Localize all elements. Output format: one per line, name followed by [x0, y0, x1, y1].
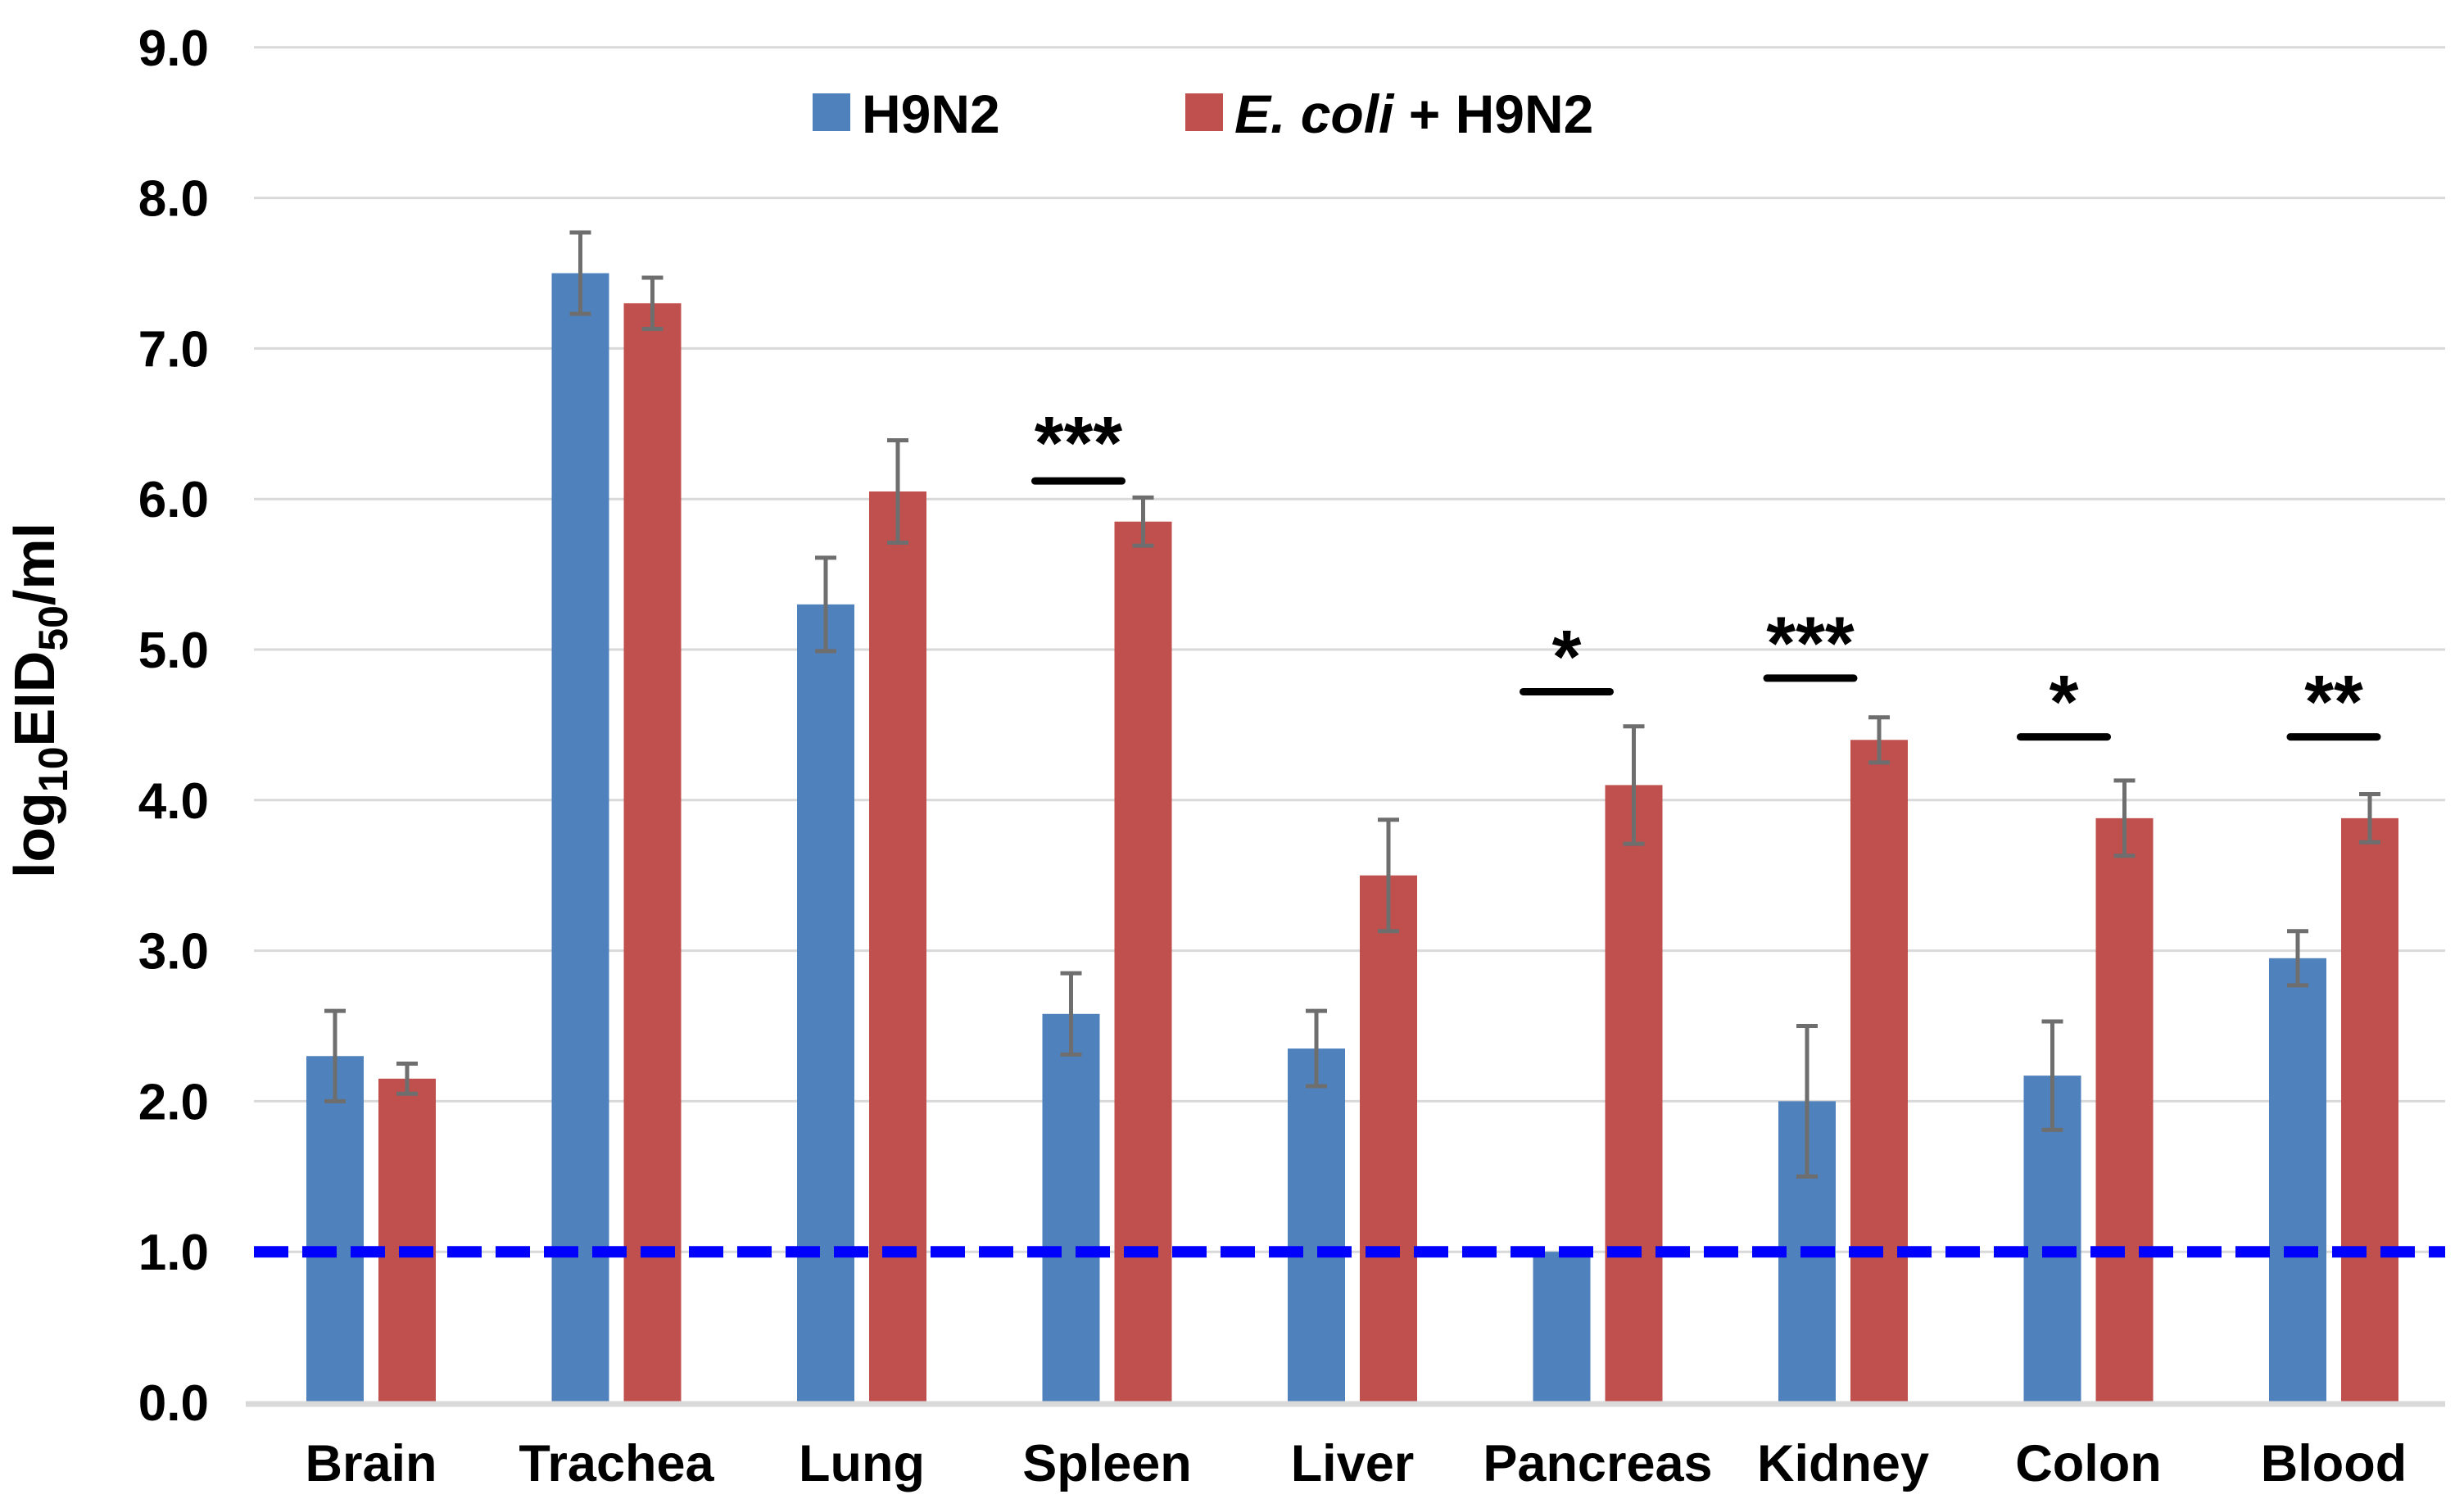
legend: H9N2 E. coli + H9N2	[813, 84, 1593, 144]
error-bar-h9n2-blood	[2287, 929, 2308, 988]
significance-stars: *	[1552, 615, 1582, 699]
bar-h9n2-spleen	[1042, 1013, 1100, 1402]
legend-swatch-ecoli-h9n2	[1185, 93, 1223, 131]
legend-label-h9n2: H9N2	[862, 84, 1000, 144]
y-axis-title-subscript: 50	[30, 605, 76, 651]
bar-ecoli-h9n2-trachea	[623, 303, 682, 1402]
y-tick-7.0: 7.0	[138, 321, 209, 378]
significance-blood: **	[2286, 661, 2381, 745]
y-tick-1.0: 1.0	[138, 1225, 209, 1281]
significance-colon: *	[2017, 661, 2111, 745]
y-tick-5.0: 5.0	[138, 623, 209, 679]
significance-stars: ***	[1035, 401, 1123, 485]
legend-label-part: H9N2	[862, 84, 1000, 144]
y-tick-0.0: 0.0	[138, 1375, 209, 1432]
y-axis-title-subscript: 10	[30, 746, 76, 792]
x-label-brain: Brain	[305, 1435, 437, 1492]
error-bar-ecoli-h9n2-kidney	[1868, 715, 1890, 765]
error-bar-ecoli-h9n2-liver	[1378, 817, 1399, 934]
y-tick-3.0: 3.0	[138, 924, 209, 980]
x-label-pancreas: Pancreas	[1483, 1435, 1712, 1492]
legend-label-ecoli-h9n2: E. coli + H9N2	[1234, 84, 1593, 144]
bar-ecoli-h9n2-pancreas	[1605, 785, 1663, 1402]
x-label-spleen: Spleen	[1022, 1435, 1192, 1492]
bar-h9n2-blood	[2269, 958, 2326, 1402]
error-bar-h9n2-colon	[2041, 1019, 2063, 1132]
legend-swatch-h9n2	[813, 93, 850, 131]
error-bar-ecoli-h9n2-blood	[2359, 791, 2380, 845]
bar-ecoli-h9n2-brain	[378, 1078, 436, 1402]
error-bar-h9n2-brain	[324, 1008, 346, 1103]
bar-h9n2-lung	[797, 604, 854, 1402]
bar-h9n2-liver	[1288, 1048, 1345, 1402]
error-bar-ecoli-h9n2-trachea	[641, 275, 664, 332]
error-bar-ecoli-h9n2-spleen	[1132, 495, 1154, 548]
significance-kidney: ***	[1763, 602, 1858, 686]
x-label-blood: Blood	[2261, 1435, 2407, 1492]
error-bar-ecoli-h9n2-brain	[396, 1061, 418, 1096]
error-bar-h9n2-spleen	[1060, 971, 1082, 1057]
bar-h9n2-brain	[306, 1056, 364, 1402]
y-axis-title-text: log	[2, 792, 66, 878]
y-axis-title: log10EID50/ml	[2, 523, 76, 878]
x-label-lung: Lung	[799, 1435, 925, 1492]
x-label-colon: Colon	[2015, 1435, 2161, 1492]
error-bar-h9n2-liver	[1306, 1008, 1327, 1089]
bar-ecoli-h9n2-blood	[2341, 817, 2398, 1402]
significance-stars: ***	[1766, 602, 1855, 686]
significance-stars: **	[2304, 661, 2363, 745]
bar-ecoli-h9n2-spleen	[1114, 521, 1172, 1402]
error-bar-h9n2-trachea	[569, 230, 591, 316]
error-bar-ecoli-h9n2-pancreas	[1623, 724, 1645, 846]
bar-ecoli-h9n2-colon	[2095, 817, 2154, 1402]
bar-ecoli-h9n2-kidney	[1850, 740, 1908, 1402]
x-label-liver: Liver	[1291, 1435, 1415, 1492]
legend-label-part: E. coli	[1234, 84, 1395, 144]
bar-h9n2-trachea	[551, 273, 609, 1402]
error-bar-ecoli-h9n2-colon	[2113, 778, 2136, 858]
y-tick-4.0: 4.0	[138, 773, 209, 830]
significance-spleen: ***	[1031, 401, 1126, 485]
significance-pancreas: *	[1520, 615, 1614, 699]
error-bar-h9n2-kidney	[1796, 1024, 1818, 1179]
bar-h9n2-pancreas	[1533, 1252, 1591, 1402]
y-axis-title-text: /ml	[2, 523, 66, 605]
y-axis-title-text: EID	[2, 651, 66, 747]
significance-stars: *	[2050, 661, 2079, 745]
y-tick-9.0: 9.0	[138, 20, 209, 77]
x-label-kidney: Kidney	[1757, 1435, 1929, 1492]
error-bar-h9n2-lung	[815, 555, 836, 654]
legend-label-part: + H9N2	[1393, 84, 1593, 144]
y-tick-6.0: 6.0	[138, 472, 209, 528]
y-tick-2.0: 2.0	[138, 1074, 209, 1130]
bar-ecoli-h9n2-liver	[1360, 875, 1417, 1402]
bar-ecoli-h9n2-lung	[869, 491, 926, 1402]
x-label-trachea: Trachea	[519, 1435, 714, 1492]
y-tick-8.0: 8.0	[138, 171, 209, 228]
error-bar-ecoli-h9n2-lung	[887, 438, 908, 546]
